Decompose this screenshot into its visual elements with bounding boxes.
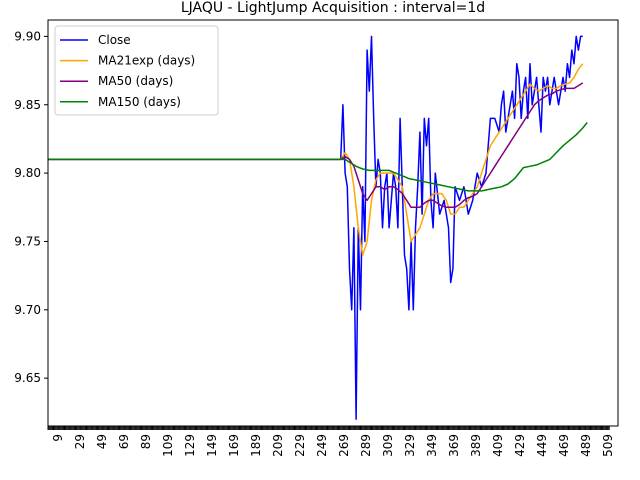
x-tick-label: 249 xyxy=(315,434,329,457)
x-tick-label: 389 xyxy=(469,434,483,457)
y-tick-label: 9.90 xyxy=(14,29,41,43)
x-tick-label: 149 xyxy=(205,434,219,457)
x-tick-label: 329 xyxy=(403,434,417,457)
x-tick-label: 189 xyxy=(249,434,263,457)
y-tick-label: 9.85 xyxy=(14,98,41,112)
x-tick-label: 309 xyxy=(381,434,395,457)
x-tick-label: 349 xyxy=(425,434,439,457)
y-tick-label: 9.65 xyxy=(14,371,41,385)
x-tick-label: 469 xyxy=(557,434,571,457)
x-tick-label: 429 xyxy=(513,434,527,457)
series-line-1 xyxy=(48,35,583,420)
x-tick-label: 409 xyxy=(491,434,505,457)
x-tick-label: 509 xyxy=(601,434,615,457)
y-tick-label: 9.75 xyxy=(14,234,41,248)
ticks-layer: 9.65 9.70 9.75 9.80 9.85 9.90 9 29 49 69 89 109 129 1… xyxy=(14,29,615,457)
x-tick-label: 69 xyxy=(117,434,131,449)
legend-box xyxy=(54,25,219,116)
series-line-4 xyxy=(48,122,588,192)
x-tick-label: 129 xyxy=(183,434,197,457)
x-tick-label: 29 xyxy=(73,434,87,449)
x-tick-label: 369 xyxy=(447,434,461,457)
x-tick-label: 449 xyxy=(535,434,549,457)
x-tick-label: 89 xyxy=(139,434,153,449)
x-tick-label: 109 xyxy=(161,434,175,457)
series-line-3 xyxy=(48,82,584,209)
x-tick-label: 49 xyxy=(95,434,109,449)
x-tick-label: 229 xyxy=(293,434,307,457)
legend-label: MA21exp (days) xyxy=(98,54,195,68)
chart-title: LJAQU - LightJump Acquisition : interval… xyxy=(181,0,485,16)
legend-label: Close xyxy=(98,33,131,47)
plot-frame xyxy=(47,19,619,427)
x-tick-label: 489 xyxy=(579,434,593,457)
legend: Close MA21exp (days) MA50 (days) MA150 (day… xyxy=(54,25,219,116)
legend-label: MA50 (days) xyxy=(98,74,173,88)
legend-label: MA150 (days) xyxy=(98,95,181,109)
series-line-2 xyxy=(48,63,584,256)
series-layer xyxy=(48,35,588,420)
x-tick-label: 169 xyxy=(227,434,241,457)
x-tick-label: 209 xyxy=(271,434,285,457)
x-tick-label: 289 xyxy=(359,434,373,457)
x-tick-label: 9 xyxy=(51,434,65,442)
y-tick-label: 9.80 xyxy=(14,166,41,180)
x-tick-label: 269 xyxy=(337,434,351,457)
y-tick-label: 9.70 xyxy=(14,303,41,317)
